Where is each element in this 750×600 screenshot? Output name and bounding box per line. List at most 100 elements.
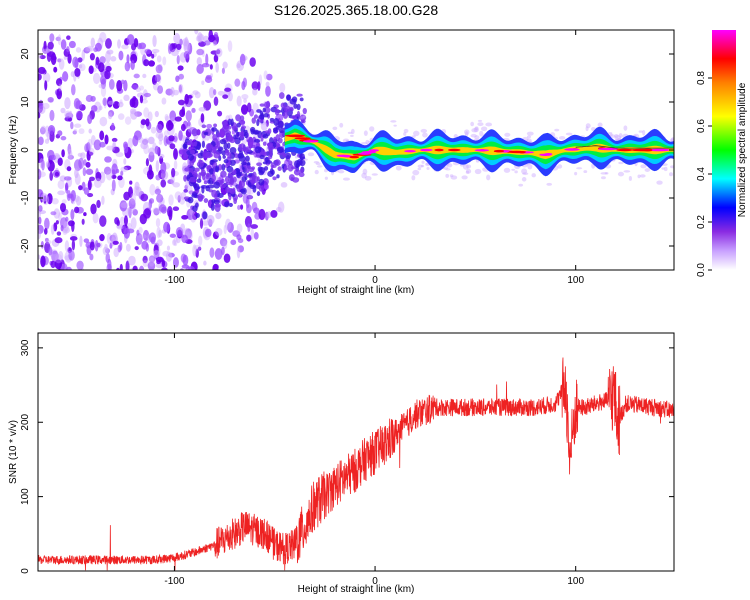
heatmap-noise-blob [144,48,152,55]
heatmap-band-blob [211,174,216,182]
heatmap-halo-blob [471,128,478,133]
heatmap-band-blob [213,123,218,128]
heatmap-band-blob [251,166,256,170]
heatmap-noise-blob [72,56,79,68]
heatmap-noise-blob [170,86,175,97]
heatmap-noise-blob [154,188,161,195]
heatmap-noise-blob [63,221,69,232]
heatmap-noise-blob [160,161,167,174]
heatmap-noise-blob [155,160,160,172]
heatmap-noise-blob [215,227,223,237]
heatmap-band-blob [193,141,198,147]
heatmap-noise-blob [157,85,164,94]
heatmap-band-blob [241,125,247,130]
heatmap-noise-blob [138,226,143,234]
heatmap-noise-blob [163,221,171,233]
heatmap-noise-blob [105,38,112,49]
heatmap-noise-blob [116,79,123,92]
heatmap-peak-spot [642,148,653,152]
heatmap-noise-blob [123,165,132,171]
heatmap-halo-blob [600,176,606,180]
heatmap-noise-blob [237,238,244,244]
heatmap-noise-blob [194,30,199,35]
heatmap-noise-blob [78,185,83,191]
heatmap-halo-blob [557,164,563,169]
heatmap-noise-blob [130,60,135,71]
heatmap-band-blob [214,193,218,199]
heatmap-band-blob [276,146,284,154]
heatmap-band-blob [221,120,227,126]
heatmap-peak-spot [493,149,505,153]
heatmap-halo-blob [597,122,603,128]
heatmap-noise-blob [74,206,80,214]
heatmap-band-blob [253,114,259,119]
y-tick-label: 0 [20,568,31,574]
heatmap-band-blob [244,172,248,181]
heatmap-halo-blob [302,158,308,161]
heatmap-noise-blob [99,56,106,64]
heatmap-noise-blob [251,81,259,91]
y-tick-label: -20 [20,238,31,253]
heatmap-band-blob [227,152,232,159]
heatmap-noise-blob [212,231,219,240]
heatmap-peak-spot [287,134,305,138]
heatmap-noise-blob [152,250,160,258]
heatmap-noise-blob [44,80,48,91]
heatmap-noise-blob [155,131,164,139]
heatmap-halo-blob [417,167,422,171]
heatmap-halo-blob [450,175,458,180]
heatmap-noise-blob [247,223,251,232]
heatmap-noise-blob [207,272,210,280]
heatmap-noise-blob [195,290,200,295]
heatmap-noise-blob [203,40,211,46]
heatmap-peak-spot [616,148,633,152]
heatmap-noise-blob [263,183,270,190]
colorbar-gradient [712,30,736,270]
heatmap-noise-blob [70,189,76,202]
heatmap-noise-blob [38,111,41,119]
heatmap-halo-blob [617,171,625,177]
heatmap-noise-blob [62,71,69,82]
heatmap-noise-blob [45,161,50,168]
heatmap-band-blob [217,193,224,199]
heatmap-band-blob [226,165,234,173]
heatmap-band-blob [201,140,206,148]
heatmap-halo-blob [614,134,622,141]
heatmap-cells [38,30,674,295]
heatmap-noise-blob [60,107,66,114]
heatmap-band-blob [187,196,194,204]
heatmap-noise-blob [178,73,185,80]
heatmap-halo-blob [462,164,469,170]
heatmap-noise-blob [54,254,63,264]
heatmap-noise-blob [263,70,268,80]
heatmap-halo-blob [315,162,321,165]
heatmap-noise-blob [40,240,44,249]
heatmap-halo-blob [527,163,533,170]
x-tick-label: 0 [372,576,378,587]
heatmap-noise-blob [126,34,135,45]
heatmap-halo-blob [585,126,589,132]
heatmap-halo-blob [411,175,416,181]
heatmap-noise-blob [118,50,124,61]
colorbar-tick-label: 0.6 [696,119,707,133]
heatmap-halo-blob [670,137,674,143]
heatmap-noise-blob [142,259,149,268]
heatmap-noise-blob [75,47,82,53]
heatmap-noise-blob [145,118,150,127]
heatmap-band-blob [203,131,209,136]
heatmap-noise-blob [179,38,183,46]
heatmap-noise-blob [160,267,168,270]
heatmap-noise-blob [258,208,266,221]
heatmap-halo-blob [420,128,428,133]
heatmap-band-blob [197,152,205,159]
heatmap-noise-blob [219,237,228,247]
heatmap-noise-blob [38,136,44,146]
heatmap-band-blob [203,198,209,203]
heatmap-noise-blob [76,260,84,270]
heatmap-noise-blob [73,97,81,110]
heatmap-noise-blob [106,145,115,151]
heatmap-noise-blob [98,83,104,89]
heatmap-noise-blob [270,209,278,218]
heatmap-noise-blob [87,179,92,191]
heatmap-noise-blob [106,232,112,244]
